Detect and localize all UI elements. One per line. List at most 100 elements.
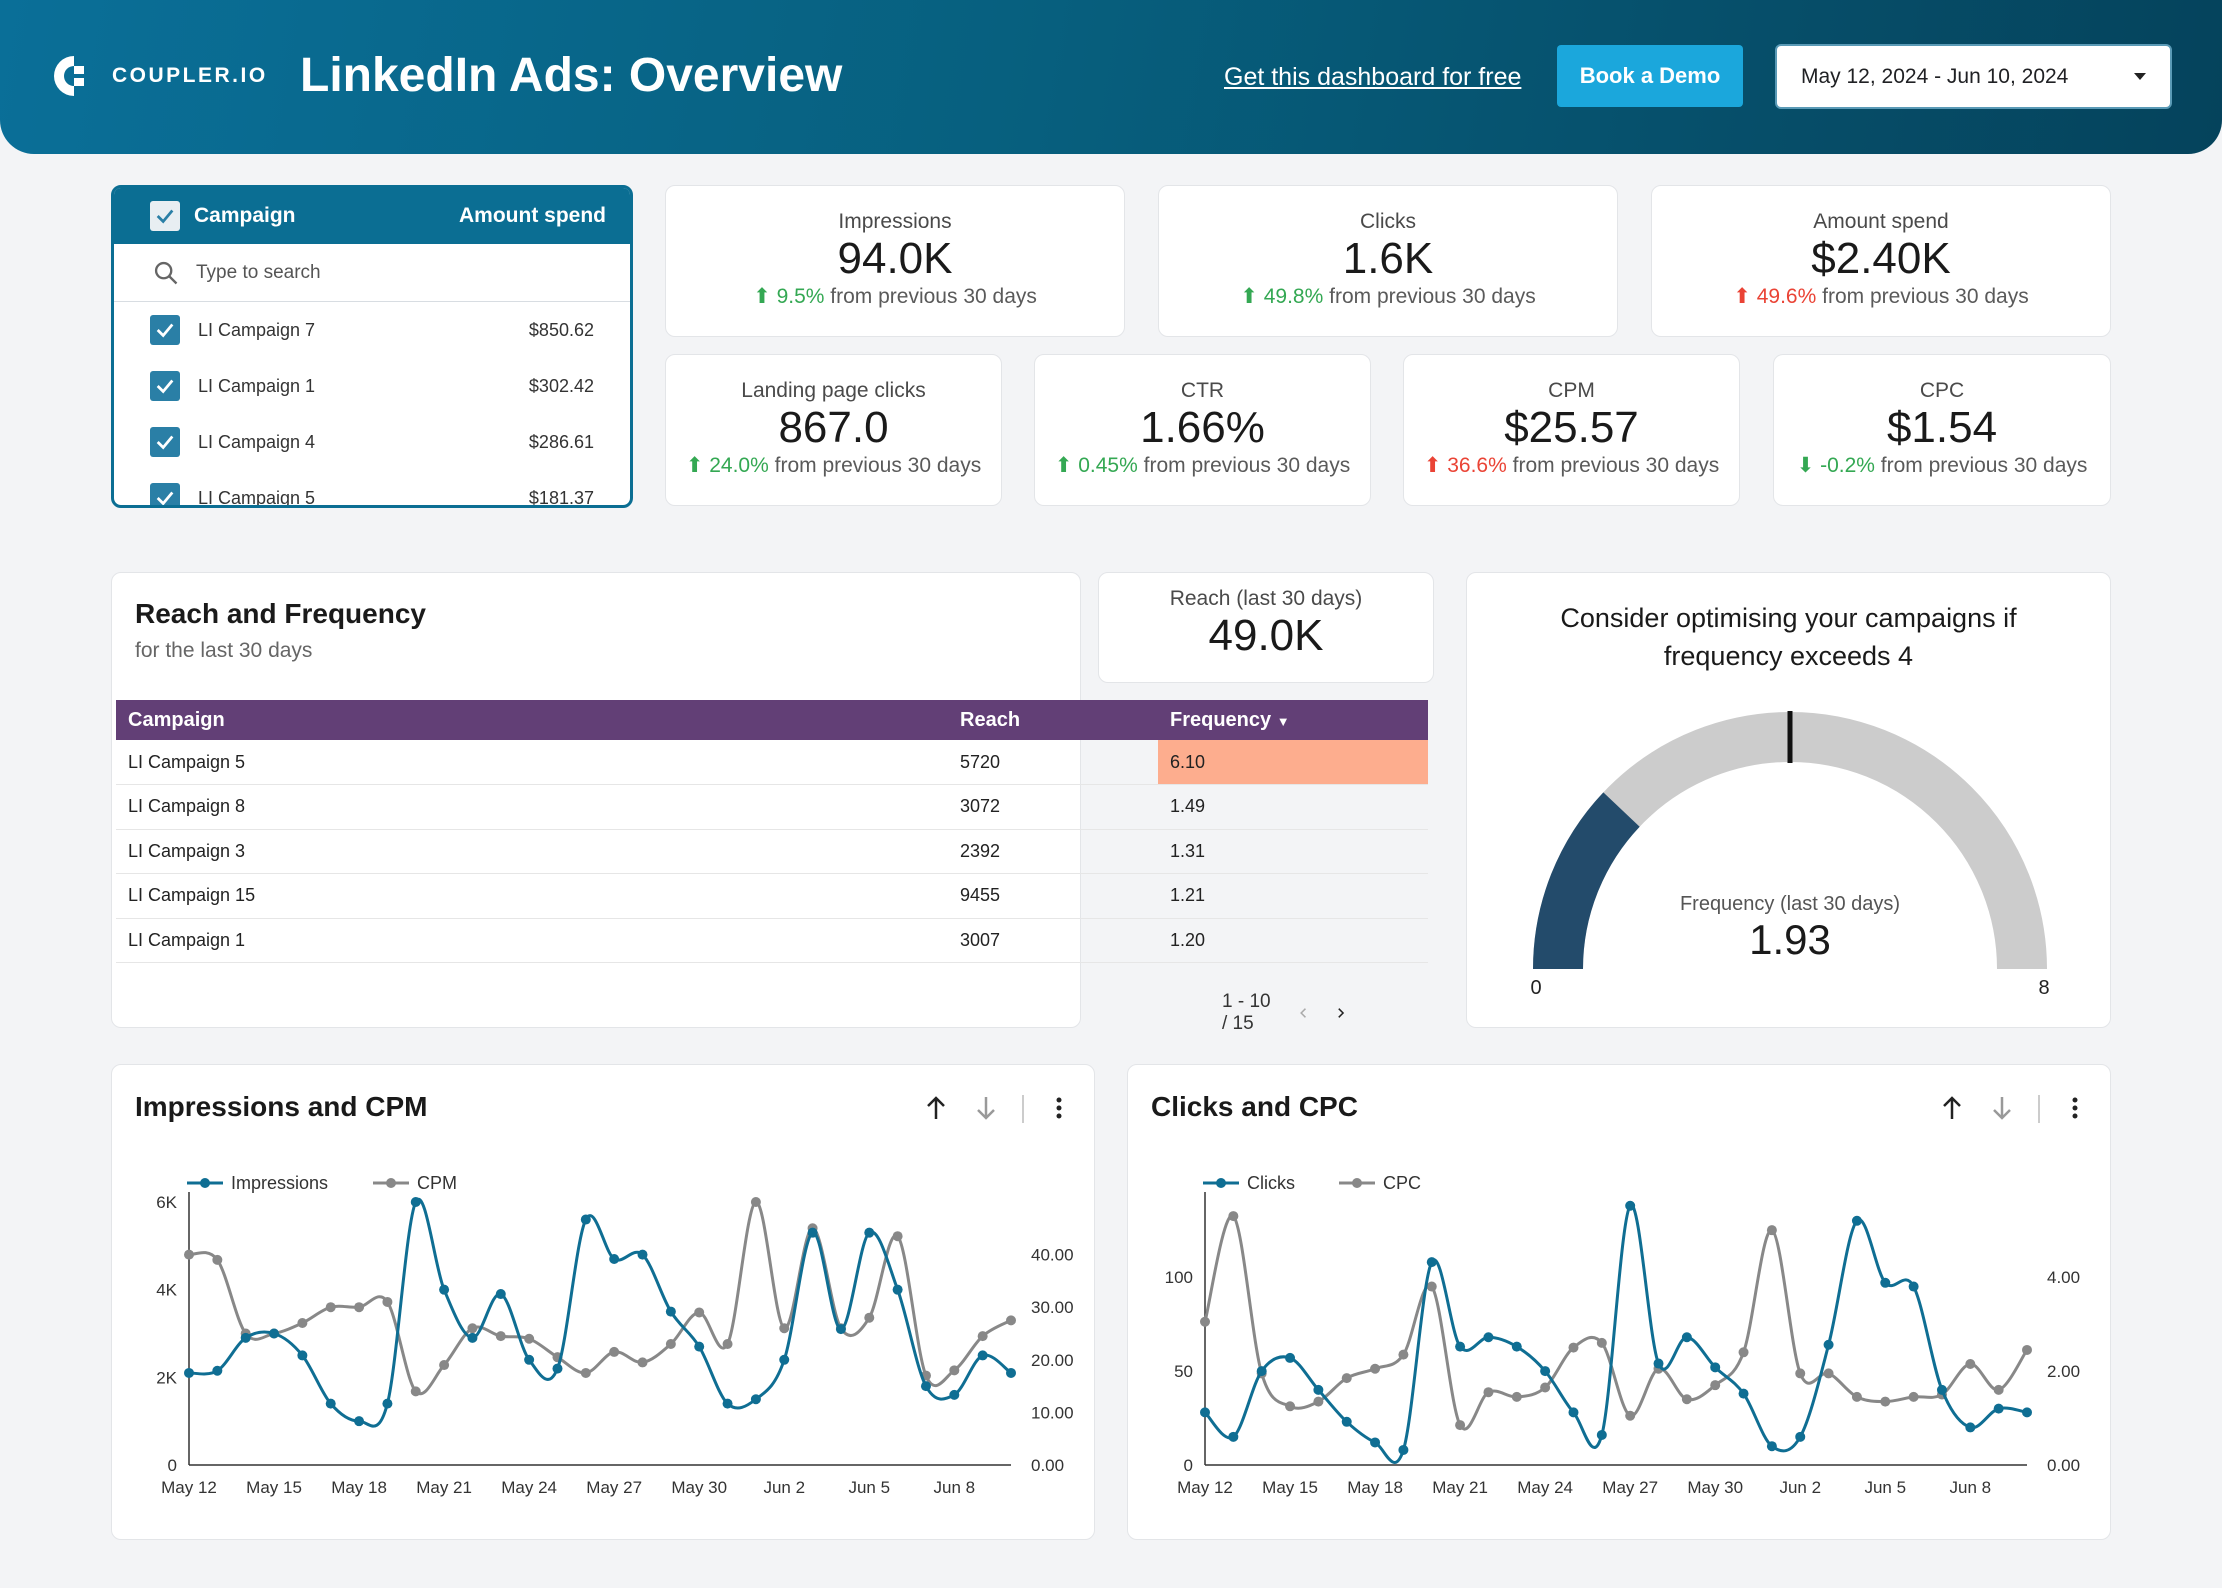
data-point-impressions[interactable] [722, 1398, 733, 1409]
data-point-impressions[interactable] [297, 1350, 308, 1361]
arrow-up-icon[interactable] [927, 1096, 945, 1119]
item-checkbox[interactable] [150, 427, 180, 457]
data-point-cpm[interactable] [637, 1357, 648, 1368]
more-vert-icon[interactable] [1056, 1097, 1062, 1119]
legend-item[interactable]: CPM [373, 1173, 457, 1193]
data-point-cpm[interactable] [184, 1249, 194, 1260]
data-point-impressions[interactable] [835, 1324, 846, 1335]
col-reach[interactable]: Reach [948, 700, 1158, 740]
data-point-clicks[interactable] [2022, 1407, 2032, 1418]
arrow-down-icon[interactable] [1993, 1097, 2011, 1120]
data-point-clicks[interactable] [1625, 1200, 1636, 1211]
book-demo-button[interactable]: Book a Demo [1557, 45, 1743, 107]
data-point-cpc[interactable] [1823, 1368, 1834, 1379]
item-checkbox[interactable] [150, 315, 180, 345]
data-point-cpm[interactable] [297, 1317, 308, 1328]
data-point-clicks[interactable] [1398, 1444, 1409, 1455]
data-point-clicks[interactable] [1341, 1416, 1352, 1427]
data-point-cpm[interactable] [212, 1254, 223, 1265]
data-point-impressions[interactable] [609, 1253, 620, 1264]
data-point-cpm[interactable] [864, 1312, 875, 1323]
data-point-impressions[interactable] [354, 1416, 365, 1427]
data-point-clicks[interactable] [1681, 1332, 1692, 1343]
arrow-up-icon[interactable] [1943, 1096, 1961, 1119]
data-point-cpm[interactable] [495, 1331, 506, 1342]
legend-item[interactable]: Clicks [1203, 1173, 1295, 1193]
item-checkbox[interactable] [150, 483, 180, 505]
filter-item[interactable]: LI Campaign 1 $302.42 [114, 358, 630, 414]
data-point-impressions[interactable] [552, 1363, 563, 1374]
data-point-clicks[interactable] [1908, 1281, 1919, 1292]
data-point-cpc[interactable] [1511, 1391, 1522, 1402]
data-point-impressions[interactable] [240, 1332, 251, 1343]
data-point-clicks[interactable] [1738, 1388, 1749, 1399]
data-point-clicks[interactable] [1965, 1422, 1976, 1433]
data-point-cpc[interactable] [1426, 1281, 1437, 1292]
data-point-cpc[interactable] [1710, 1380, 1721, 1391]
data-point-clicks[interactable] [1993, 1403, 2004, 1414]
data-point-clicks[interactable] [1766, 1441, 1777, 1452]
data-point-cpc[interactable] [1908, 1391, 1919, 1402]
data-point-impressions[interactable] [467, 1332, 478, 1343]
data-point-clicks[interactable] [1426, 1257, 1437, 1268]
data-point-cpm[interactable] [524, 1333, 535, 1344]
data-point-cpc[interactable] [1568, 1342, 1579, 1353]
data-point-cpm[interactable] [439, 1360, 450, 1371]
data-point-clicks[interactable] [1653, 1358, 1664, 1369]
data-point-impressions[interactable] [269, 1328, 280, 1339]
data-point-cpc[interactable] [1681, 1394, 1692, 1405]
legend-item[interactable]: CPC [1339, 1173, 1421, 1193]
data-point-clicks[interactable] [1285, 1352, 1296, 1363]
data-point-cpm[interactable] [609, 1346, 620, 1357]
filter-search[interactable]: Type to search [114, 244, 630, 302]
arrow-down-icon[interactable] [977, 1097, 995, 1120]
get-dashboard-link[interactable]: Get this dashboard for free [1224, 63, 1522, 91]
data-point-cpc[interactable] [1625, 1410, 1636, 1421]
data-point-clicks[interactable] [1455, 1341, 1466, 1352]
data-point-impressions[interactable] [212, 1365, 223, 1376]
data-point-cpc[interactable] [1398, 1349, 1409, 1360]
data-point-clicks[interactable] [1795, 1431, 1806, 1442]
data-point-cpc[interactable] [1738, 1347, 1749, 1358]
data-point-clicks[interactable] [1540, 1366, 1551, 1377]
data-point-cpc[interactable] [1851, 1391, 1862, 1402]
data-point-cpc[interactable] [1766, 1225, 1777, 1236]
col-campaign[interactable]: Campaign [116, 700, 948, 740]
data-point-cpm[interactable] [467, 1323, 478, 1334]
data-point-cpc[interactable] [1200, 1316, 1210, 1327]
chevron-right-icon[interactable] [1329, 999, 1353, 1027]
data-point-cpc[interactable] [1455, 1420, 1466, 1431]
data-point-impressions[interactable] [439, 1284, 450, 1295]
data-point-clicks[interactable] [1370, 1437, 1381, 1448]
data-point-clicks[interactable] [1568, 1407, 1579, 1418]
data-point-clicks[interactable] [1228, 1431, 1239, 1442]
data-point-cpm[interactable] [779, 1323, 790, 1334]
data-point-clicks[interactable] [1596, 1429, 1607, 1440]
data-point-clicks[interactable] [1936, 1384, 1947, 1395]
data-point-cpm[interactable] [892, 1231, 903, 1242]
data-point-impressions[interactable] [184, 1367, 194, 1378]
data-point-cpc[interactable] [1483, 1387, 1494, 1398]
data-point-clicks[interactable] [1511, 1341, 1522, 1352]
data-point-impressions[interactable] [580, 1214, 591, 1225]
data-point-cpm[interactable] [410, 1386, 421, 1397]
data-point-impressions[interactable] [920, 1381, 931, 1392]
data-point-impressions[interactable] [779, 1354, 790, 1365]
data-point-impressions[interactable] [892, 1284, 903, 1295]
data-point-impressions[interactable] [977, 1350, 988, 1361]
more-vert-icon[interactable] [2072, 1097, 2078, 1119]
data-point-impressions[interactable] [325, 1398, 336, 1409]
data-point-impressions[interactable] [694, 1341, 705, 1352]
data-point-cpm[interactable] [694, 1307, 705, 1318]
data-point-cpm[interactable] [750, 1197, 761, 1207]
data-point-clicks[interactable] [1313, 1384, 1324, 1395]
data-point-impressions[interactable] [495, 1289, 506, 1300]
data-point-cpc[interactable] [2022, 1344, 2032, 1355]
data-point-impressions[interactable] [665, 1306, 676, 1317]
data-point-cpm[interactable] [382, 1296, 393, 1307]
data-point-cpc[interactable] [1795, 1368, 1806, 1379]
date-range-picker[interactable]: May 12, 2024 - Jun 10, 2024 [1775, 44, 2172, 109]
data-point-cpc[interactable] [1370, 1363, 1381, 1374]
filter-item[interactable]: LI Campaign 5 $181.37 [114, 470, 630, 505]
data-point-impressions[interactable] [807, 1227, 818, 1238]
